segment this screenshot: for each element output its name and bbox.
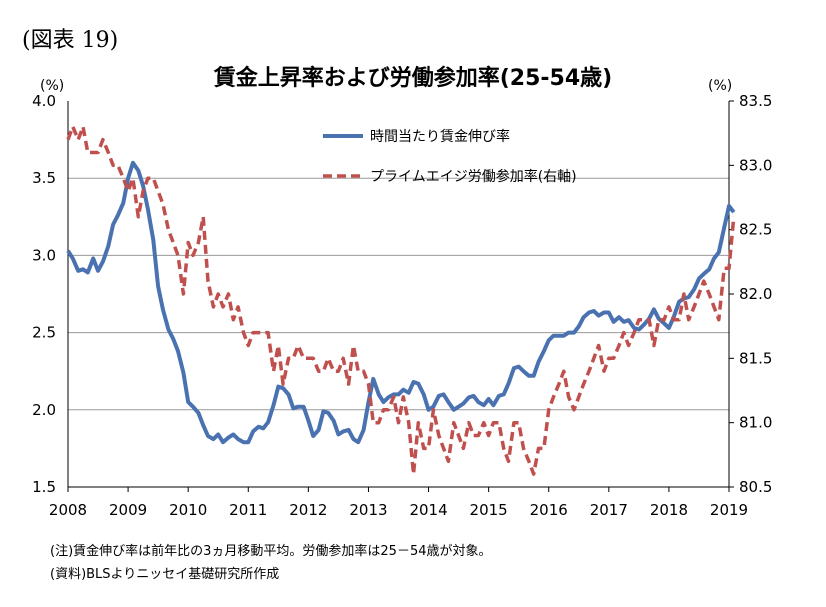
participation-rate-line	[66, 124, 736, 476]
legend-label-wage: 時間当たり賃金伸び率	[370, 128, 510, 145]
footnote-note: (注)賃金伸び率は前年比の3ヵ月移動平均。労働参加率は25－54歳が対象。	[50, 544, 492, 559]
axes: 1.5 2.0 2.5 3.0 3.5 4.0 80.5 81.0 81.5 82.0 82.5 83…	[32, 92, 772, 519]
y-right-tick-label: 83.5	[739, 92, 772, 110]
x-tick-label: 2014	[409, 501, 447, 519]
x-tick-label: 2011	[229, 501, 267, 519]
x-tick-label: 2018	[650, 501, 688, 519]
x-tick-label: 2019	[710, 501, 748, 519]
y-right-tick-label: 82.5	[739, 221, 772, 239]
x-tick-label: 2015	[470, 501, 508, 519]
y-right-tick-label: 82.0	[739, 285, 772, 303]
y-left-tick-label: 4.0	[32, 92, 56, 110]
figure-label: (図表 19)	[22, 28, 119, 53]
x-tick-label: 2016	[530, 501, 568, 519]
y-left-tick-label: 3.0	[32, 246, 56, 264]
x-tick-label: 2017	[590, 501, 628, 519]
wage-growth-line	[66, 160, 736, 445]
x-tick-label: 2013	[349, 501, 387, 519]
x-tick-label: 2008	[49, 501, 87, 519]
x-tick-label: 2010	[169, 501, 207, 519]
x-tick-label: 2012	[289, 501, 327, 519]
gridlines	[68, 177, 729, 411]
y-left-tick-label: 2.0	[32, 401, 56, 419]
y-right-tick-label: 81.0	[739, 414, 772, 432]
chart-title: 賃金上昇率および労働参加率(25-54歳)	[213, 66, 613, 91]
y-left-tick-label: 2.5	[32, 324, 56, 342]
y-right-tick-label: 80.5	[739, 478, 772, 496]
y-left-tick-label: 1.5	[32, 478, 56, 496]
left-axis-unit: (%)	[40, 78, 65, 94]
right-axis-unit: (%)	[708, 78, 733, 94]
footnote-source: (資料)BLSよりニッセイ基礎研究所作成	[50, 567, 280, 582]
series-lines	[66, 124, 736, 476]
legend-label-participation: プライムエイジ労働参加率(右軸)	[370, 168, 577, 185]
y-right-tick-label: 81.5	[739, 349, 772, 367]
y-left-tick-label: 3.5	[32, 169, 56, 187]
y-right-tick-label: 83.0	[739, 156, 772, 174]
x-tick-label: 2009	[109, 501, 147, 519]
